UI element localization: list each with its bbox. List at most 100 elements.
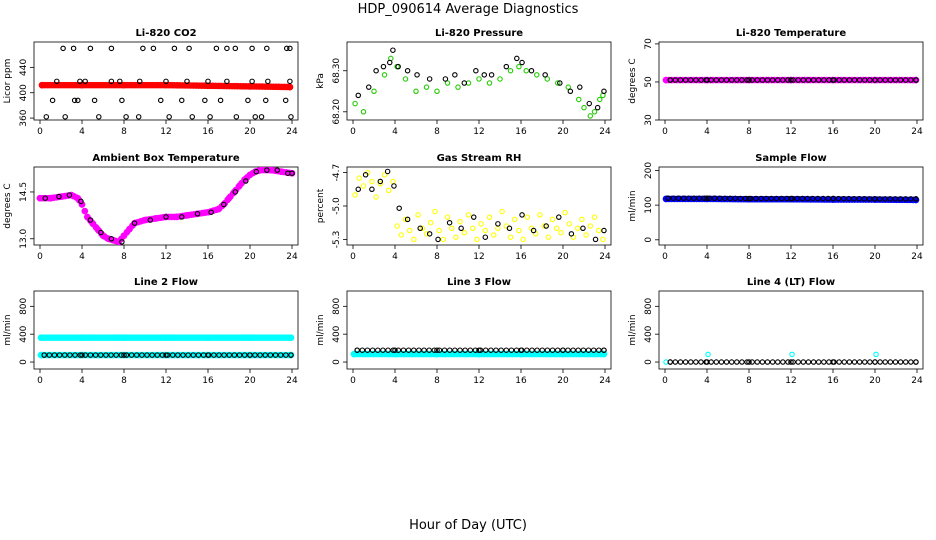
data-point	[262, 352, 268, 358]
x-tick-label: 0	[662, 127, 668, 137]
figure-title: HDP_090614 Average Diagnostics	[357, 2, 579, 17]
data-point	[553, 225, 560, 232]
data-point	[507, 234, 514, 240]
data-point	[241, 352, 248, 358]
data-point	[846, 195, 852, 202]
data-point	[207, 114, 213, 120]
data-point	[252, 352, 258, 358]
data-point	[56, 352, 63, 358]
data-point	[747, 195, 754, 202]
data-point	[908, 359, 914, 365]
data-point	[575, 96, 582, 103]
series-co2_line	[38, 81, 294, 91]
data-point	[557, 80, 563, 86]
x-tick-label: 16	[827, 127, 839, 137]
data-point	[352, 192, 358, 198]
data-point	[508, 347, 515, 353]
data-point	[457, 347, 463, 353]
data-point	[461, 80, 468, 86]
data-point	[706, 195, 713, 201]
data-point	[769, 359, 776, 365]
chart-panel-7: Line 2 Flow ml/min 0 4 8 12 16 20 24 0 400 800	[3, 277, 299, 386]
x-tick-label: 16	[515, 376, 527, 386]
x-tick-label: 8	[434, 127, 440, 137]
data-point	[96, 114, 102, 120]
data-point	[518, 347, 525, 353]
data-point	[108, 236, 115, 242]
data-point	[162, 334, 170, 341]
data-point	[789, 351, 795, 358]
data-point	[258, 114, 265, 120]
data-point	[718, 77, 725, 83]
data-point	[594, 104, 601, 111]
x-tick-label: 12	[473, 252, 484, 262]
plot-frame	[33, 166, 299, 246]
data-point	[672, 359, 679, 365]
data-point	[728, 77, 735, 83]
data-point	[882, 359, 888, 365]
data-point	[125, 226, 133, 233]
data-point	[528, 67, 535, 74]
data-point	[163, 214, 169, 220]
data-point	[432, 208, 438, 215]
data-point	[82, 352, 89, 358]
data-point	[742, 195, 749, 202]
data-point	[421, 347, 427, 353]
data-point	[415, 212, 421, 218]
chart-panel-4: Ambient Box Temperature degrees C 0 4 8 12 16 2…	[3, 153, 299, 262]
data-point	[665, 195, 671, 201]
data-point	[774, 359, 781, 365]
data-point	[354, 347, 360, 353]
data-point	[810, 359, 817, 365]
data-point	[369, 178, 375, 185]
data-point	[264, 167, 270, 173]
data-point	[56, 193, 62, 200]
data-point	[511, 216, 518, 223]
data-point	[226, 352, 233, 358]
data-point	[556, 214, 562, 220]
data-point	[364, 347, 371, 353]
data-point	[42, 195, 48, 201]
chart-panel-8: Line 3 Flow ml/min 0 4 8 12 16 20 24 0 400 800	[316, 277, 612, 386]
data-point	[83, 213, 91, 221]
chart-title: Li-820 Temperature	[736, 28, 846, 39]
data-point	[749, 77, 755, 83]
data-point	[773, 195, 780, 202]
data-point	[705, 351, 711, 358]
data-point	[423, 231, 430, 237]
data-point	[596, 347, 602, 353]
x-tick-label: 4	[79, 252, 85, 262]
data-point	[759, 359, 766, 365]
chart-panel-5: Gas Stream RH percent 0 4 8 12 16 20 24 -4.7 -5.0 -…	[316, 153, 612, 262]
y-tick-label: 360	[19, 109, 29, 126]
series-line4_black-trace	[667, 359, 919, 365]
data-point	[739, 77, 745, 83]
y-tick-label: 68.20	[332, 99, 342, 125]
data-point	[224, 45, 230, 52]
series-co2_mid_hi	[54, 78, 293, 85]
data-point	[800, 77, 807, 83]
y-tick-label: 800	[644, 297, 654, 314]
data-point	[369, 347, 376, 353]
data-point	[788, 359, 794, 365]
data-point	[462, 347, 468, 353]
data-point	[121, 352, 127, 358]
data-point	[754, 77, 761, 83]
data-point	[722, 195, 728, 202]
data-point	[410, 347, 417, 353]
x-tick-label: 20	[869, 127, 881, 137]
data-point	[49, 97, 56, 104]
data-point	[215, 205, 222, 213]
data-point	[46, 352, 53, 358]
data-point	[764, 77, 771, 83]
data-point	[380, 347, 386, 353]
data-point	[233, 114, 240, 120]
data-point	[36, 194, 44, 202]
data-point	[377, 178, 384, 185]
x-tick-label: 16	[827, 376, 839, 386]
data-point	[703, 77, 709, 83]
data-point	[846, 359, 853, 365]
data-point	[72, 352, 78, 358]
data-point	[587, 223, 594, 229]
data-point	[78, 201, 86, 208]
